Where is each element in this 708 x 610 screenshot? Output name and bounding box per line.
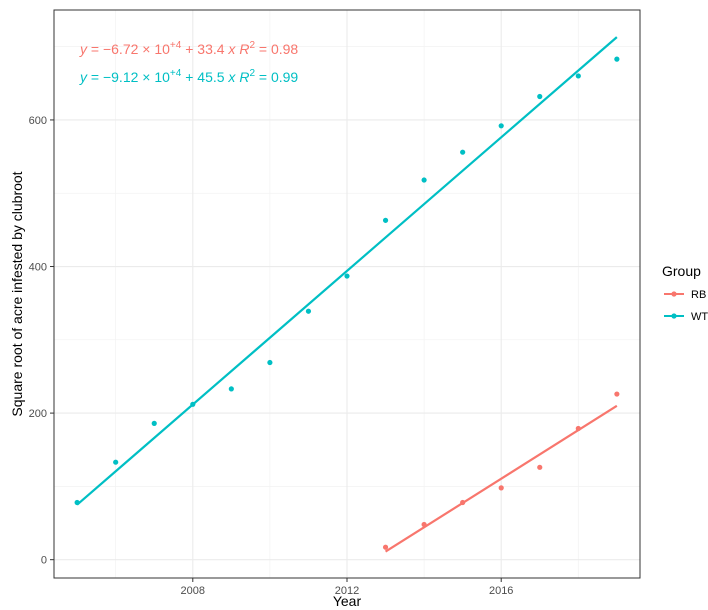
data-points: [74, 56, 620, 550]
point-wt: [74, 499, 80, 506]
point-wt: [498, 123, 504, 129]
point-wt: [305, 308, 312, 314]
point-wt: [382, 217, 389, 223]
point-wt: [575, 73, 581, 79]
x-tick-label: 2008: [181, 585, 205, 597]
y-axis-ticks: 0 200 400 600: [29, 115, 54, 567]
point-wt: [267, 359, 273, 366]
x-tick-label: 2012: [335, 585, 359, 597]
point-rb: [421, 521, 427, 528]
legend-title: Group: [662, 263, 701, 279]
equation-rb: y = −6.72 × 10+4 + 33.4 x R2 = 0.98: [79, 40, 298, 57]
point-rb: [614, 391, 620, 397]
x-tick-label: 2016: [489, 585, 513, 597]
point-rb: [575, 425, 581, 432]
point-wt: [190, 401, 196, 407]
x-axis-title: Year: [333, 593, 362, 609]
point-wt: [421, 177, 427, 183]
major-gridlines: [54, 10, 640, 578]
legend-label-wt: WT: [691, 311, 708, 323]
y-axis-title: Square root of acre infested by clubroot: [9, 171, 25, 416]
equation-wt: y = −9.12 × 10+4 + 45.5 x R2 = 0.99: [79, 68, 298, 85]
point-wt: [537, 93, 543, 100]
y-tick-label: 200: [29, 408, 47, 420]
legend: Group RB WT: [662, 263, 708, 323]
x-axis-ticks: 2008 2012 2016: [181, 578, 513, 597]
point-wt: [228, 386, 234, 392]
point-wt: [614, 56, 620, 62]
point-wt: [344, 273, 350, 279]
legend-label-rb: RB: [691, 289, 706, 301]
fit-line-wt: [76, 36, 618, 506]
point-wt: [113, 459, 119, 465]
y-tick-label: 0: [41, 555, 47, 567]
point-rb: [537, 464, 543, 470]
point-rb: [382, 544, 389, 550]
point-wt: [460, 149, 466, 155]
y-tick-label: 400: [29, 262, 47, 274]
point-rb: [460, 499, 466, 506]
regression-equations: y = −6.72 × 10+4 + 33.4 x R2 = 0.98 y = −…: [79, 40, 298, 85]
legend-key-point-rb: [671, 291, 677, 297]
point-wt: [151, 420, 157, 426]
legend-key-point-wt: [671, 313, 677, 319]
point-rb: [498, 485, 504, 491]
y-tick-label: 600: [29, 115, 47, 127]
